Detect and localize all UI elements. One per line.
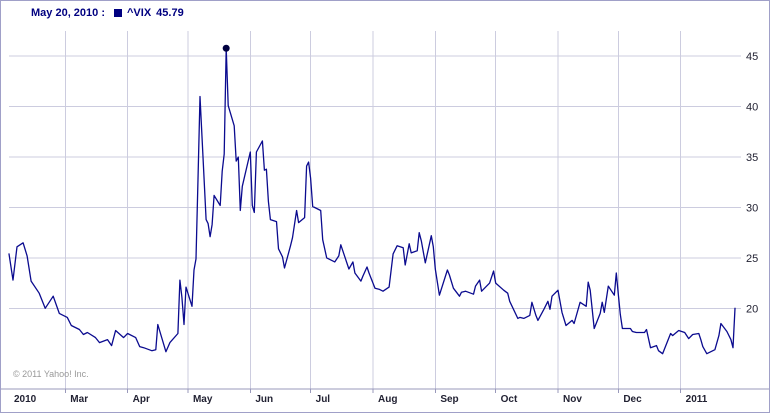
x-axis-month-label: Dec [623, 394, 642, 405]
legend-symbol: ^VIX [127, 7, 152, 19]
y-axis-tick-label: 45 [746, 51, 758, 63]
y-axis-tick-label: 40 [746, 102, 758, 114]
x-axis-month-label: 2010 [14, 394, 37, 405]
x-axis-month-label: 2011 [686, 394, 708, 405]
legend-swatch-icon [114, 9, 122, 17]
x-axis-month-label: Nov [563, 394, 582, 405]
selected-point-marker [222, 44, 230, 52]
crosshair-price-value: 45.79 [156, 7, 184, 19]
vix-price-line [8, 47, 736, 355]
chart-header: May 20, 2010 : ^VIX 45.79 [31, 7, 184, 19]
crosshair-date-label: May 20, 2010 : [31, 7, 105, 19]
x-axis-month-label: May [193, 394, 213, 405]
x-axis-month-label: Sep [440, 394, 458, 405]
x-axis-month-label: Oct [501, 394, 518, 405]
x-axis-month-label: Jul [316, 394, 331, 405]
x-axis-month-label: Aug [378, 394, 397, 405]
y-axis-tick-label: 35 [746, 152, 758, 164]
copyright-notice: © 2011 Yahoo! Inc. [13, 369, 89, 379]
x-axis-month-label: Apr [133, 394, 150, 405]
y-axis-tick-label: 30 [746, 202, 758, 214]
y-axis-tick-label: 20 [746, 303, 758, 315]
x-axis-month-label: Jun [255, 394, 273, 405]
x-axis-month-label: Mar [70, 394, 88, 405]
y-axis-tick-label: 25 [746, 253, 758, 265]
